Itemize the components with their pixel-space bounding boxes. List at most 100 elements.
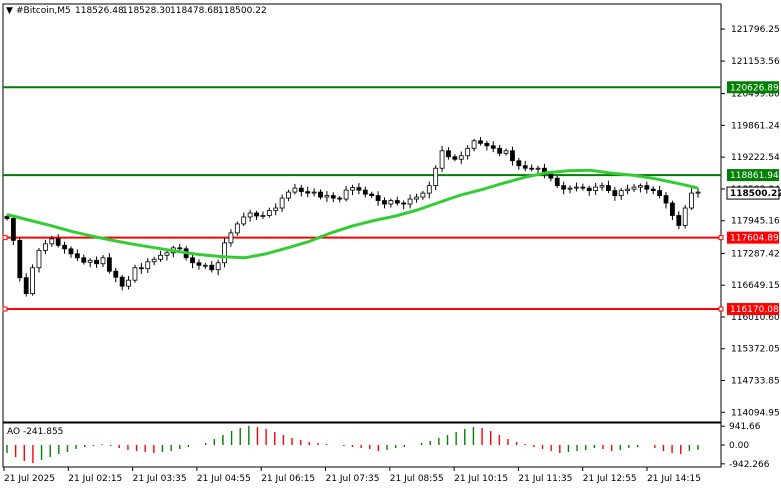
candle-bear (586, 187, 592, 192)
time-tick-label: 21 Jul 03:35 (133, 474, 187, 484)
candle-bull (689, 192, 695, 209)
candle-bull (266, 210, 272, 216)
candle-bear (209, 264, 215, 271)
candle-bull (164, 252, 170, 256)
candle-bear (382, 200, 387, 205)
candle-bear (10, 218, 16, 241)
candle-bear (113, 270, 119, 278)
candle-bull (426, 185, 432, 194)
price-tick-label: 120499.80 (731, 90, 780, 100)
candle-bull (343, 189, 349, 200)
candle-bull (535, 167, 541, 170)
candle-bear (657, 190, 663, 196)
time-tick-label: 21 Jul 08:55 (390, 474, 444, 484)
moving-average-line (6, 168, 699, 260)
candle-bull (87, 259, 93, 263)
candle-bear (81, 257, 87, 263)
candle-bear (190, 257, 195, 264)
candle-bear (74, 253, 80, 259)
time-tick-label: 21 Jul 07:35 (326, 474, 380, 484)
candle-bear (644, 185, 650, 190)
price-tick-label: 119222.54 (731, 153, 780, 163)
time-tick-label: 21 Jul 12:55 (583, 474, 637, 484)
level-anchor (718, 306, 724, 312)
candle-bear (55, 238, 61, 246)
level-price-box (727, 303, 779, 316)
candle-bear (196, 262, 202, 266)
price-tick-label: 114733.85 (731, 377, 780, 387)
candle-bull (234, 223, 240, 234)
current-price-label: 118500.22 (730, 189, 781, 199)
candle-bear (606, 185, 611, 192)
candle-bull (202, 264, 208, 267)
ao-tick-label: 941.66 (729, 422, 761, 432)
candle-bull (599, 185, 605, 188)
candle-bull (414, 196, 419, 200)
ohlc-close: 118500.22 (218, 6, 267, 16)
candle-bear (529, 167, 535, 170)
level-price-label: 116170.08 (730, 305, 779, 315)
price-tick-label: 116010.60 (731, 313, 780, 323)
candle-bear (561, 185, 567, 190)
candle-bull (222, 242, 227, 264)
candle-bear (337, 197, 343, 200)
candle-bear (580, 186, 586, 189)
candle-bull (631, 186, 637, 190)
candle-bull (593, 186, 599, 192)
candle-bull (286, 191, 291, 199)
time-tick-label: 21 Jul 14:15 (647, 474, 701, 484)
candle-bull (132, 267, 138, 281)
candle-bull (241, 216, 247, 225)
moving-average-layer (6, 168, 699, 260)
candle-bear (401, 202, 407, 205)
ao-tick-label: 0.00 (729, 441, 749, 451)
candle-bull (279, 197, 285, 209)
candle-bull (433, 167, 439, 187)
candle-bull (42, 243, 48, 251)
level-anchor (718, 235, 724, 241)
candle-bull (407, 198, 413, 205)
candle-bear (375, 195, 381, 201)
candle-bear (510, 150, 515, 162)
price-tick-label: 121796.25 (731, 25, 780, 35)
candle-bull (567, 187, 573, 190)
price-tick-label: 117945.16 (731, 217, 780, 227)
candle-bear (254, 212, 259, 217)
ohlc-low: 118478.68 (170, 6, 219, 16)
candle-bear (138, 267, 144, 270)
level-anchor (2, 306, 8, 312)
level-price-label: 118861.94 (730, 171, 779, 181)
candle-bear (4, 216, 10, 219)
candle-bear (676, 215, 682, 226)
price-axis: 121796.25 121153.56 120499.80 119861.24 1192… (721, 25, 781, 470)
ao-histogram-layer (6, 426, 699, 463)
candle-bear (478, 140, 483, 144)
level-price-box (727, 231, 779, 244)
candle-bear (17, 239, 23, 279)
candle-bear (516, 160, 522, 167)
candle-bull (126, 279, 131, 287)
candle-bear (452, 156, 458, 160)
candle-bull (471, 140, 477, 149)
level-anchor (2, 235, 8, 241)
level-price-label: 120626.89 (730, 83, 779, 93)
time-tick-label: 21 Jul 11:35 (518, 474, 572, 484)
ao-plot-frame (2, 422, 722, 468)
candle-bull (350, 187, 355, 191)
candle-bear (94, 259, 99, 265)
symbol-arrow: ▼ (6, 6, 13, 16)
candle-bear (62, 244, 67, 250)
ohlc-high: 118528.30 (122, 6, 171, 16)
candle-bull (273, 207, 279, 211)
candle-bull (311, 191, 317, 194)
candle-bull (36, 249, 42, 269)
candle-bear (68, 248, 74, 255)
candle-bull (151, 258, 157, 263)
candle-bull (618, 190, 624, 196)
time-tick-label: 21 Jul 2025 (4, 474, 55, 484)
price-tick-label: 116649.15 (731, 281, 780, 291)
candle-bear (670, 202, 675, 216)
candle-bear (394, 200, 400, 204)
candle-bull (247, 212, 253, 218)
